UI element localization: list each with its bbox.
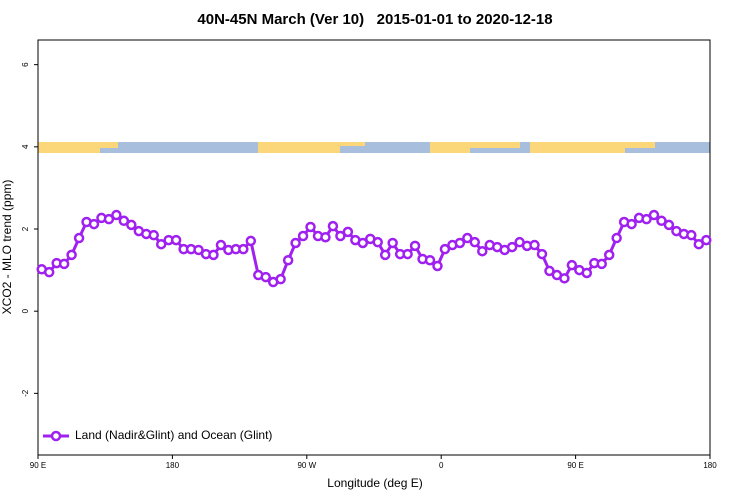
- data-point: [596, 258, 607, 270]
- data-point: [581, 267, 593, 279]
- x-tick-label: 90 E: [30, 461, 46, 470]
- data-point: [603, 249, 615, 261]
- data-point: [155, 238, 167, 250]
- data-point: [641, 213, 652, 225]
- plot-frame: [37, 39, 711, 456]
- data-point: [432, 260, 443, 272]
- data-point: [118, 215, 130, 227]
- data-point: [701, 234, 712, 246]
- chart-title: 40N-45N March (Ver 10) 2015-01-01 to 202…: [197, 11, 552, 28]
- x-tick-label: 90 E: [567, 461, 583, 470]
- data-point: [193, 244, 204, 256]
- data-point: [611, 232, 622, 244]
- data-point: [686, 229, 697, 241]
- x-tick-label: 180: [703, 461, 717, 470]
- y-tick-label: 0: [21, 308, 30, 313]
- data-point: [170, 234, 182, 246]
- data-point: [335, 230, 346, 242]
- data-point: [477, 245, 488, 257]
- data-point: [245, 235, 257, 247]
- data-point: [342, 226, 354, 238]
- data-point: [58, 258, 70, 270]
- data-point: [462, 232, 473, 244]
- data-point: [320, 231, 331, 243]
- data-point: [260, 271, 271, 283]
- data-point: [656, 215, 667, 227]
- y-tick-label: 4: [21, 144, 30, 149]
- data-point: [148, 229, 159, 241]
- data-point: [282, 254, 294, 266]
- data-point: [327, 220, 339, 232]
- x-tick-label: 90 W: [297, 461, 316, 470]
- y-axis-label: XCO2 - MLO trend (ppm): [0, 180, 14, 315]
- data-point: [566, 259, 578, 271]
- y-tick-label: 2: [21, 226, 30, 231]
- data-point: [693, 238, 705, 250]
- data-point: [379, 249, 391, 261]
- data-point: [305, 221, 316, 233]
- data-point: [529, 239, 540, 251]
- data-point: [43, 266, 55, 278]
- land-ocean-strip: [38, 142, 710, 153]
- data-point: [506, 241, 518, 253]
- data-point: [454, 237, 466, 249]
- x-tick-label: 0: [439, 461, 444, 470]
- data-point: [111, 209, 122, 221]
- series-line: [41, 213, 707, 284]
- data-point: [357, 237, 369, 249]
- legend-marker: [50, 430, 62, 442]
- data-point: [66, 249, 77, 261]
- data-point: [439, 243, 451, 255]
- x-tick-label: 180: [166, 461, 180, 470]
- y-tick-label: -2: [21, 389, 30, 397]
- data-point: [275, 273, 286, 285]
- data-point: [559, 273, 570, 284]
- data-point: [238, 243, 249, 255]
- data-point: [126, 219, 137, 231]
- data-point: [536, 248, 548, 260]
- data-point: [290, 237, 301, 249]
- data-point: [88, 218, 100, 230]
- data-point: [409, 240, 421, 252]
- y-tick-label: 6: [21, 62, 30, 67]
- x-axis-label: Longitude (deg E): [327, 476, 422, 490]
- data-point: [402, 248, 413, 260]
- data-point: [387, 237, 398, 249]
- data-point: [544, 265, 555, 277]
- data-point: [469, 236, 481, 248]
- legend-label: Land (Nadir&Glint) and Ocean (Glint): [75, 428, 272, 442]
- data-point: [372, 236, 383, 248]
- data-point: [103, 213, 115, 225]
- data-point: [424, 254, 436, 266]
- data-point: [297, 230, 309, 242]
- data-point: [73, 232, 85, 244]
- data-point: [208, 249, 219, 261]
- data-point: [648, 209, 660, 221]
- data-point: [626, 218, 637, 230]
- data-point: [215, 239, 227, 251]
- data-point: [663, 219, 675, 231]
